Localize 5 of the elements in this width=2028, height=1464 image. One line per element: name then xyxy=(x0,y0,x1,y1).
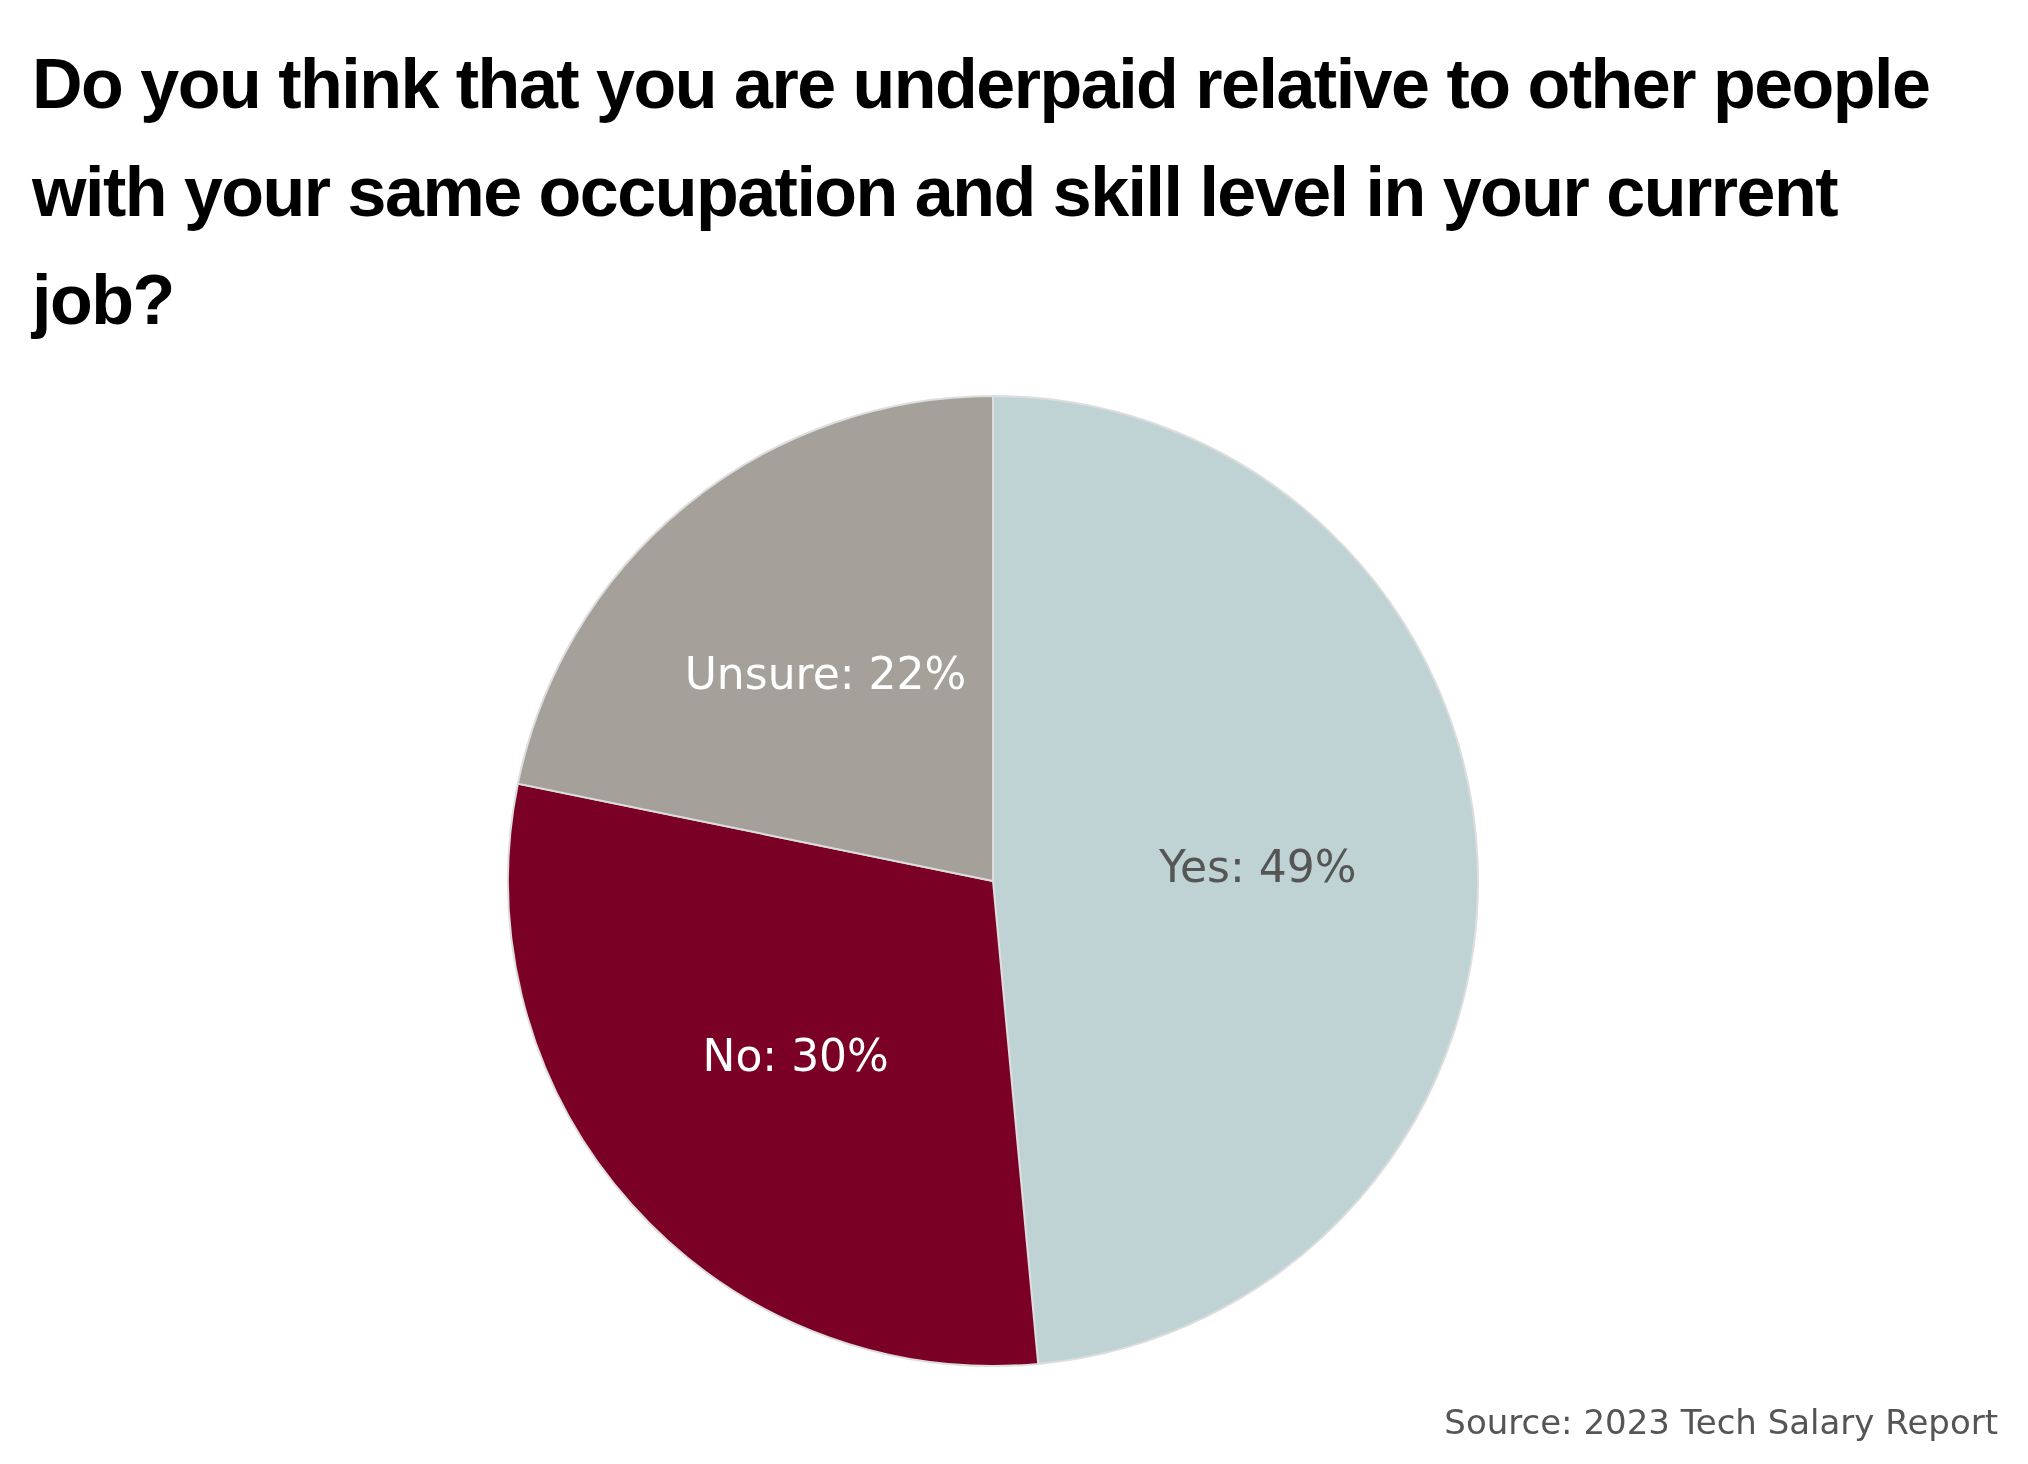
slice-label: Unsure: 22% xyxy=(684,647,967,699)
slice-label: No: 30% xyxy=(702,1029,889,1081)
slice-label: Yes: 49% xyxy=(1157,840,1357,892)
chart-title: Do you think that you are underpaid relative to other people with your same occupation and skill level in your current job? xyxy=(32,44,1931,341)
source-note: Source: 2023 Tech Salary Report xyxy=(1444,1402,1998,1442)
